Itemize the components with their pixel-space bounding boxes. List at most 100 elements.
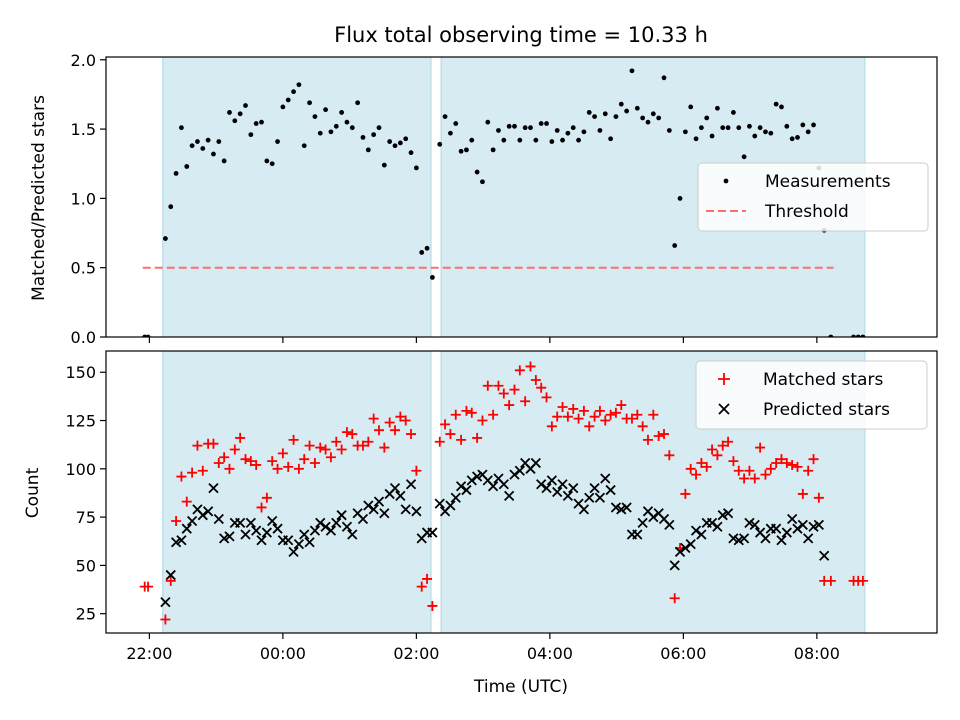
predicted-point: [669, 560, 680, 571]
matched-point: [240, 454, 251, 465]
matched-point: [739, 473, 750, 484]
measurement-point: [613, 114, 619, 120]
y-tick-label: 150: [65, 363, 96, 382]
matched-point: [288, 434, 299, 445]
matched-point: [357, 440, 368, 451]
predicted-point: [509, 469, 520, 480]
predicted-point: [320, 521, 331, 532]
measurement-point: [179, 125, 184, 131]
measurement-point: [173, 171, 179, 176]
matched-point: [562, 411, 573, 422]
measurement-point: [490, 147, 496, 153]
matched-point: [771, 458, 782, 469]
predicted-point: [504, 490, 515, 501]
matched-point: [235, 432, 246, 443]
measurement-point: [480, 179, 485, 185]
x-tick-label: 04:00: [527, 644, 573, 663]
legend-label: Matched stars: [763, 370, 883, 390]
matched-point: [213, 458, 224, 469]
measurement-point: [688, 104, 694, 110]
measurement-point: [602, 111, 608, 117]
matched-point: [685, 463, 696, 474]
matched-point: [659, 429, 670, 440]
measurement-point: [747, 123, 752, 129]
predicted-point: [589, 483, 600, 494]
matched-point: [363, 436, 374, 447]
measurement-point: [618, 101, 624, 107]
measurement-point: [650, 111, 656, 117]
predicted-point: [749, 519, 760, 530]
matched-point: [712, 450, 723, 461]
matched-point: [776, 454, 787, 465]
matched-point: [642, 434, 653, 445]
measurement-point: [184, 164, 190, 169]
matched-point: [395, 411, 406, 422]
measurement-point: [538, 121, 544, 126]
matched-point: [181, 496, 192, 507]
measurement-point: [424, 245, 430, 251]
predicted-point: [738, 533, 750, 544]
y-tick-label: 125: [65, 412, 96, 431]
y-tick-label: 0.0: [71, 328, 96, 347]
predicted-point: [261, 527, 272, 538]
predicted-point: [304, 537, 315, 548]
predicted-point: [621, 502, 632, 513]
measurement-point: [328, 129, 334, 135]
matched-point: [325, 452, 336, 463]
measurement-point: [506, 123, 512, 129]
matched-point: [605, 409, 616, 420]
legend-marker-matched: [718, 373, 730, 385]
measurement-point: [677, 195, 683, 201]
measurement-point: [512, 123, 517, 129]
measurement-point: [464, 147, 469, 153]
matched-point: [224, 463, 235, 474]
predicted-point: [411, 506, 422, 517]
matched-point: [488, 409, 499, 420]
measurement-point: [597, 128, 603, 133]
predicted-point: [568, 483, 579, 494]
matched-point: [422, 573, 433, 584]
matched-point: [304, 440, 315, 451]
measurement-point: [485, 119, 491, 125]
measurement-point: [549, 139, 555, 144]
matched-point: [261, 492, 272, 503]
matched-point: [541, 392, 552, 403]
ratio-panel: 0.0 0.5 1.0 1.5 2.0 Measurements Threshold: [71, 51, 938, 347]
matched-point: [299, 454, 310, 465]
matched-point: [450, 409, 461, 420]
matched-point: [749, 473, 760, 484]
matched-point: [797, 488, 808, 499]
measurement-point: [795, 134, 800, 140]
matched-point: [373, 425, 384, 436]
predicted-point: [389, 483, 401, 494]
predicted-point: [405, 479, 417, 490]
predicted-point: [224, 531, 235, 542]
legend-label: Threshold: [764, 202, 849, 222]
matched-point: [176, 471, 187, 482]
matched-point: [267, 456, 278, 467]
predicted-point: [787, 513, 798, 525]
x-axis-label: Time (UTC): [473, 677, 568, 697]
measurement-point: [608, 136, 614, 142]
matched-point: [165, 575, 176, 586]
matched-point: [514, 365, 525, 376]
predicted-point: [197, 510, 208, 521]
measurement-point: [408, 150, 414, 156]
y-axis-label-bottom: Count: [23, 467, 43, 518]
matched-point: [379, 442, 390, 453]
x-tick-label: 08:00: [794, 644, 840, 663]
measurement-point: [672, 243, 678, 248]
measurement-point: [168, 204, 174, 210]
measurement-point: [307, 100, 312, 106]
predicted-point: [584, 492, 595, 503]
measurement-point: [232, 118, 238, 124]
predicted-point: [546, 475, 558, 486]
y-tick-label: 2.0: [71, 51, 96, 70]
measurement-point: [752, 133, 758, 139]
matched-point: [632, 409, 643, 420]
predicted-point: [299, 529, 310, 540]
matched-point: [680, 488, 691, 499]
predicted-point: [283, 535, 294, 546]
axes-frame: [105, 350, 938, 634]
